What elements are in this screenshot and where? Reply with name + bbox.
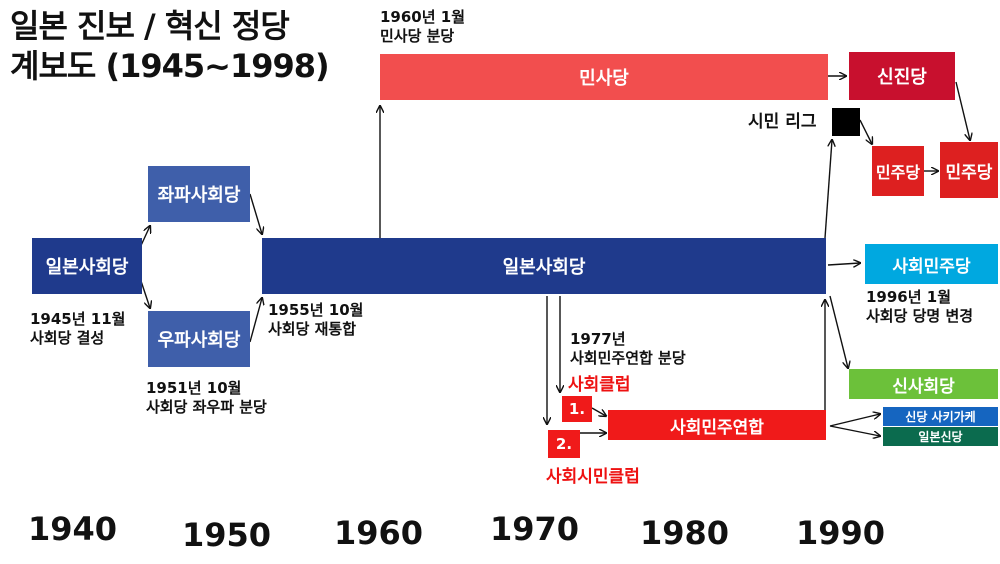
- note-1960-text: 민사당 분당: [380, 27, 455, 45]
- note-1945-text: 사회당 결성: [30, 329, 105, 347]
- year-1970: 1970: [490, 510, 580, 548]
- party-right-socialist: 우파사회당: [148, 311, 250, 367]
- note-1977-date: 1977년: [570, 330, 626, 348]
- party-dsp: 민사당: [380, 54, 828, 100]
- title-line-2: 계보도 (1945~1998): [10, 47, 330, 85]
- party-sakigake: 신당 사키가케: [883, 407, 998, 426]
- socialist-citizens-club-box: 2.: [548, 430, 580, 458]
- party-shinshinto: 신진당: [849, 52, 955, 100]
- note-1945: 1945년 11월 사회당 결성: [30, 310, 125, 348]
- note-1977: 1977년 사회민주연합 분당: [570, 330, 686, 368]
- party-jsp-1945: 일본사회당: [32, 238, 142, 294]
- party-minshuto-1: 민주당: [872, 146, 924, 196]
- party-sdp: 사회민주당: [865, 244, 998, 284]
- socialist-citizens-club-label: 사회시민클럽: [546, 467, 640, 487]
- party-new-socialist: 신사회당: [849, 369, 998, 399]
- note-1951-text: 사회당 좌우파 분당: [146, 398, 267, 416]
- note-1996: 1996년 1월 사회당 당명 변경: [866, 288, 973, 326]
- note-1955-date: 1955년 10월: [268, 301, 364, 319]
- socialist-club-box: 1.: [562, 396, 592, 422]
- citizens-league-marker: [832, 108, 860, 136]
- year-1950: 1950: [182, 516, 272, 554]
- year-1940: 1940: [28, 510, 118, 548]
- party-minshuto-2: 민주당: [940, 142, 998, 198]
- note-1955: 1955년 10월 사회당 재통합: [268, 301, 363, 339]
- party-left-socialist: 좌파사회당: [148, 166, 250, 222]
- note-1996-text: 사회당 당명 변경: [866, 307, 974, 325]
- socialist-club-label: 사회클럽: [568, 375, 631, 395]
- note-1951: 1951년 10월 사회당 좌우파 분당: [146, 379, 267, 417]
- year-1960: 1960: [334, 514, 424, 552]
- note-1977-text: 사회민주연합 분당: [570, 349, 686, 367]
- party-japan-new-party: 일본신당: [883, 427, 998, 446]
- note-1951-date: 1951년 10월: [146, 379, 242, 397]
- year-1980: 1980: [640, 514, 730, 552]
- citizens-league-label: 시민 리그: [748, 112, 817, 132]
- note-1955-text: 사회당 재통합: [268, 320, 357, 338]
- year-1990: 1990: [796, 514, 886, 552]
- note-1960-date: 1960년 1월: [380, 8, 466, 26]
- diagram-title: 일본 진보 / 혁신 정당 계보도 (1945~1998): [10, 6, 330, 86]
- party-jsp-main: 일본사회당: [262, 238, 826, 294]
- note-1960: 1960년 1월 민사당 분당: [380, 8, 465, 46]
- note-1945-date: 1945년 11월: [30, 310, 126, 328]
- note-1996-date: 1996년 1월: [866, 288, 952, 306]
- title-line-1: 일본 진보 / 혁신 정당: [10, 7, 290, 45]
- party-sdf: 사회민주연합: [608, 410, 826, 440]
